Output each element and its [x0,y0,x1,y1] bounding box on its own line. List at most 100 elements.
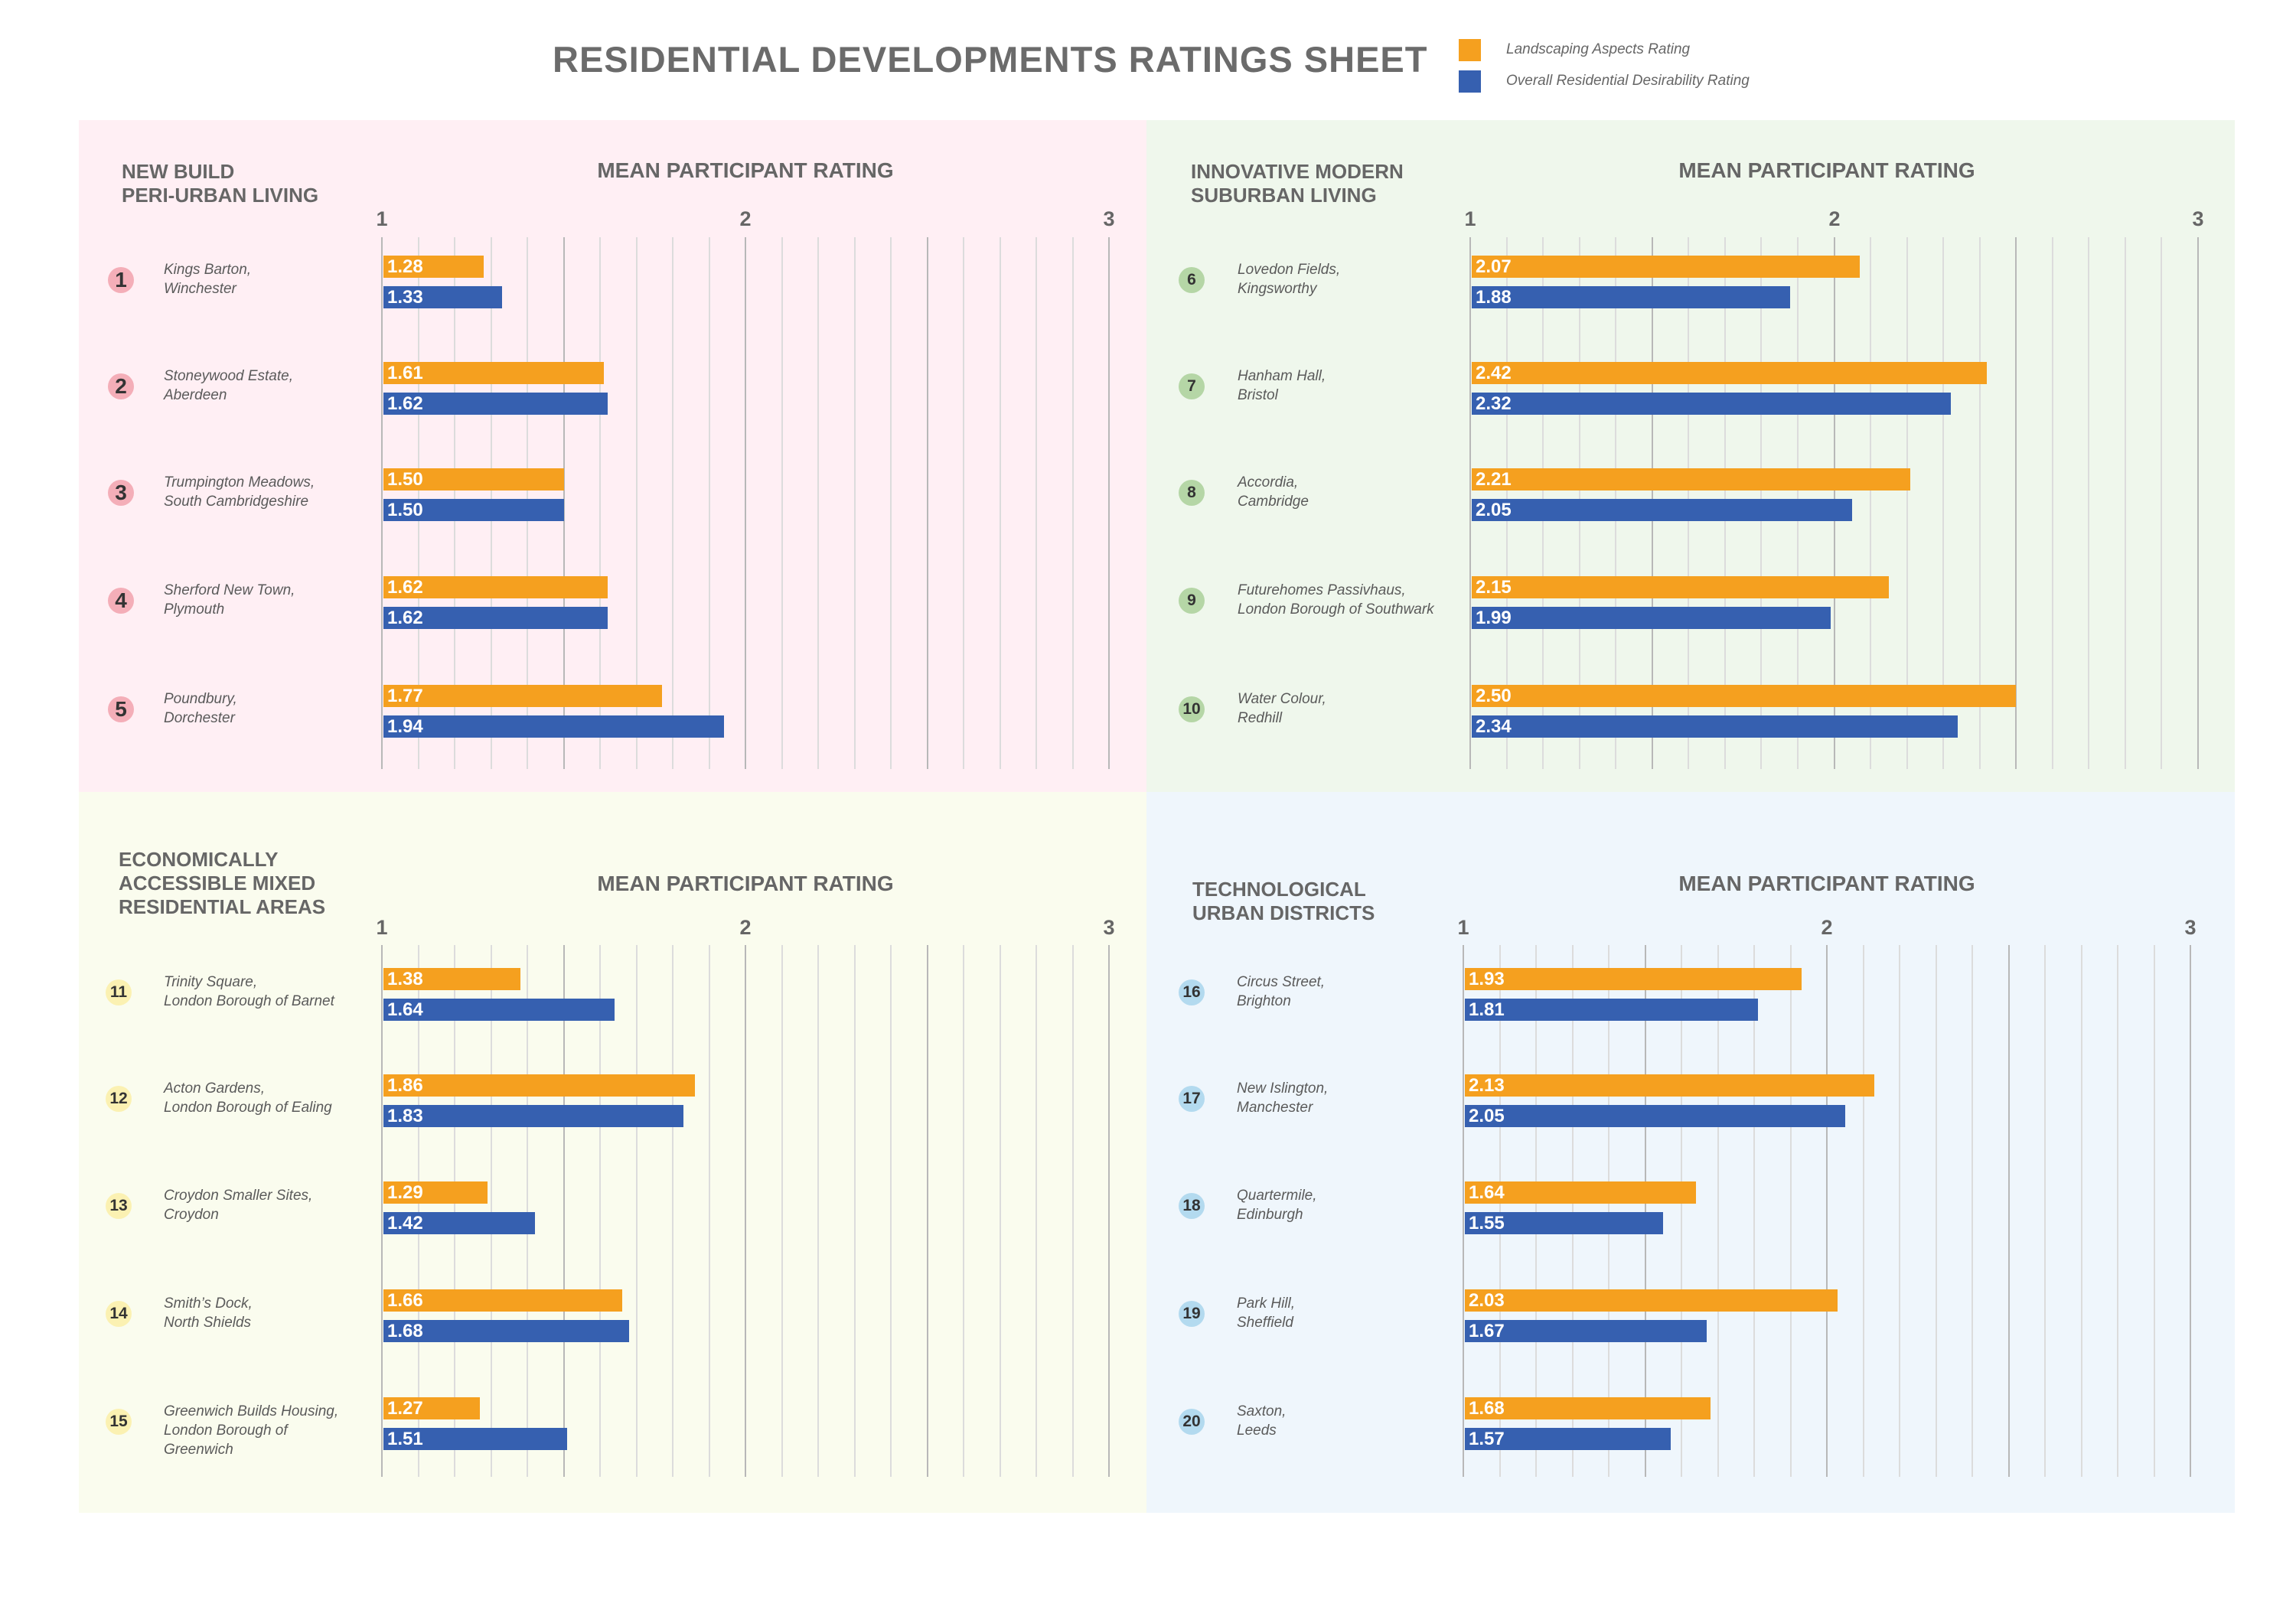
development-name: Smith’s Dock, North Shields [164,1295,253,1331]
grid-line [672,237,673,769]
grid-line [563,237,565,769]
grid-line [1035,237,1037,769]
row-number-badge: 19 [1179,1301,1205,1327]
row-number-badge: 12 [106,1086,132,1112]
chart-panel: INNOVATIVE MODERN SUBURBAN LIVING MEAN PA… [1146,120,2235,792]
sheet-title: RESIDENTIAL DEVELOPMENTS RATINGS SHEET [553,39,1428,80]
bar-landscaping: 1.64 [1465,1181,1696,1204]
row-number-badge: 2 [108,373,134,399]
grid-line [635,237,638,769]
bar-desirability: 1.55 [1465,1212,1664,1234]
bar-landscaping: 2.50 [1472,685,2017,707]
legend-label-desirability: Overall Residential Desirability Rating [1506,73,1750,89]
x-tick-label: 1 [376,207,388,230]
x-tick-label: 2 [739,207,752,230]
grid-line [817,945,819,1477]
row-number-badge: 6 [1179,267,1205,293]
development-name: Futurehomes Passivhaus, London Borough o… [1238,582,1434,618]
row-number-badge: 20 [1179,1409,1205,1435]
grid-line [1789,945,1792,1477]
bar-desirability: 1.67 [1465,1320,1707,1342]
row-number-badge: 15 [106,1409,132,1435]
legend-item-desirability: Overall Residential Desirability Rating [1459,70,1750,93]
bar-desirability: 1.94 [383,715,724,738]
grid-line [999,945,1001,1477]
bar-landscaping: 1.50 [383,468,564,490]
development-name: Sherford New Town, Plymouth [164,582,295,618]
grid-line [1608,945,1609,1477]
axis-title: MEAN PARTICIPANT RATING [597,872,894,895]
grid-line [1571,945,1574,1477]
x-tick-label: 3 [1103,207,1115,230]
grid-line [2197,237,2199,769]
row-number-badge: 5 [108,696,134,722]
grid-line [963,237,964,769]
development-name: Stoneywood Estate, Aberdeen [164,368,293,403]
bar-desirability: 1.99 [1472,607,1831,629]
grid-line [963,945,964,1477]
bar-landscaping: 1.61 [383,362,604,384]
grid-line [890,945,892,1477]
x-tick-label: 3 [2192,207,2204,230]
x-tick-label: 2 [1828,207,1841,230]
grid-line [817,237,819,769]
grid-line [1862,945,1864,1477]
bar-desirability: 1.62 [383,393,608,415]
grid-line [417,945,419,1477]
grid-line [1644,945,1646,1477]
grid-line [999,237,1001,769]
row-number-badge: 7 [1179,373,1205,399]
grid-line [1469,237,1471,769]
grid-line [599,945,601,1477]
grid-line [1935,945,1937,1477]
grid-line [381,237,383,769]
x-tick-label: 3 [1103,916,1115,939]
grid-line [1906,237,1908,769]
legend-label-landscaping: Landscaping Aspects Rating [1506,41,1691,57]
grid-line [1071,237,1074,769]
bar-desirability: 1.33 [383,286,502,308]
row-number-badge: 9 [1179,588,1205,614]
row-number-badge: 4 [108,588,134,614]
panel-title: ECONOMICALLY ACCESSIBLE MIXED RESIDENTIA… [119,848,326,918]
axis-title: MEAN PARTICIPANT RATING [1678,872,1975,895]
row-number-badge: 13 [106,1193,132,1219]
bar-desirability: 1.62 [383,607,608,629]
grid-line [1108,945,1110,1477]
grid-line [745,945,746,1477]
bar-desirability: 1.68 [383,1320,629,1342]
development-name: New Islington, Manchester [1237,1080,1329,1116]
grid-line [672,945,673,1477]
development-name: Poundbury, Dorchester [164,691,237,726]
panel-title: TECHNOLOGICAL URBAN DISTRICTS [1192,878,1375,924]
grid-line [381,945,383,1477]
bar-desirability: 2.05 [1472,499,1853,521]
grid-line [781,237,783,769]
bar-landscaping: 1.62 [383,576,608,598]
panel-title: INNOVATIVE MODERN SUBURBAN LIVING [1191,160,1404,207]
grid-line [708,237,710,769]
bar-landscaping: 2.42 [1472,362,1988,384]
grid-line [1826,945,1828,1477]
grid-line [635,945,638,1477]
grid-line [1071,945,1074,1477]
grid-line [1463,945,1464,1477]
grid-line [1535,945,1537,1477]
axis-title: MEAN PARTICIPANT RATING [597,158,894,182]
grid-line [2007,945,2010,1477]
grid-line [2080,945,2082,1477]
bar-desirability: 2.32 [1472,393,1951,415]
grid-line [1108,237,1110,769]
grid-line [454,945,455,1477]
bar-landscaping: 1.38 [383,968,520,990]
bar-landscaping: 2.21 [1472,468,1911,490]
development-name: Circus Street, Brighton [1237,974,1326,1009]
development-name: Trumpington Meadows, South Cambridgeshir… [164,474,315,510]
bar-desirability: 1.57 [1465,1428,1671,1450]
bar-landscaping: 1.29 [383,1181,488,1204]
chart-panel: TECHNOLOGICAL URBAN DISTRICTS MEAN PARTIC… [1146,792,2235,1513]
grid-line [527,945,528,1477]
row-number-badge: 1 [108,267,134,293]
grid-line [2044,945,2046,1477]
grid-line [1681,945,1682,1477]
